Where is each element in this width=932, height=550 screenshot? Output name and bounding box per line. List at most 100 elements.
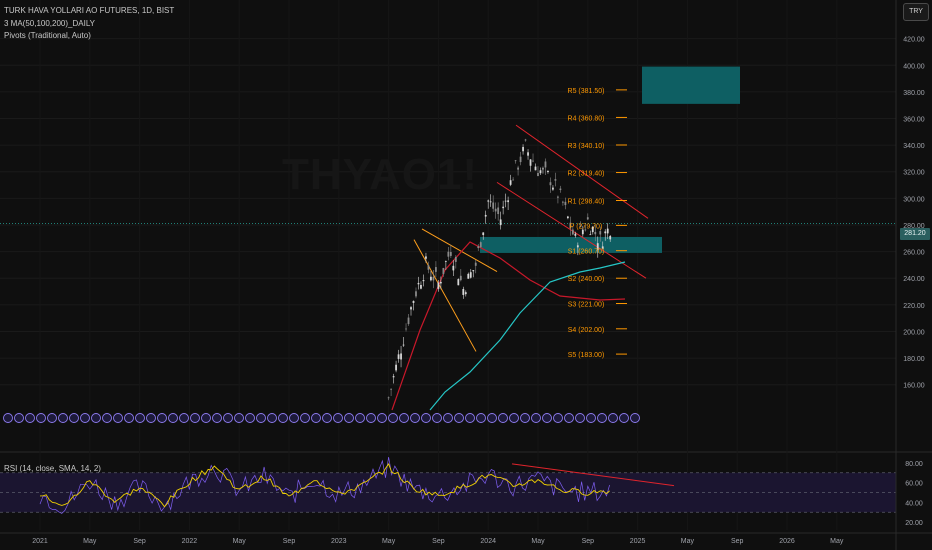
candle-body [519, 156, 522, 163]
event-marker [399, 413, 409, 423]
candle-body [589, 234, 592, 236]
candle-body [449, 252, 452, 256]
y-tick-label: 300.00 [903, 196, 925, 203]
pivot-label: R2 (319.40) [568, 171, 605, 178]
y-tick-label: 180.00 [903, 356, 925, 363]
event-marker [124, 413, 134, 423]
x-tick-label: May [681, 538, 695, 545]
candle-body [412, 300, 415, 303]
y-tick-label: 280.00 [903, 223, 925, 230]
event-marker [113, 413, 123, 423]
x-tick-label: May [233, 538, 247, 545]
event-marker [135, 413, 145, 423]
pivot-label: S3 (221.00) [568, 302, 605, 309]
candle-body [482, 232, 485, 236]
instrument-title: TURK HAVA YOLLARI AO FUTURES, 1D, BIST [4, 6, 175, 15]
candle-body [574, 233, 577, 236]
event-marker [531, 413, 541, 423]
event-marker [201, 413, 211, 423]
candle-body [435, 267, 437, 272]
rsi-line [39, 456, 610, 514]
event-marker [146, 413, 156, 423]
wedge-pattern [413, 228, 498, 352]
candle-body [549, 182, 552, 186]
candle-body [562, 201, 564, 203]
candle-body [579, 225, 582, 228]
event-marker [256, 413, 266, 423]
candle-body [472, 270, 475, 272]
candle-body [502, 206, 505, 209]
event-marker [25, 413, 35, 423]
candle-body [532, 160, 534, 162]
ma-indicator-legend[interactable]: 3 MA(50,100,200)_DAILY [4, 19, 96, 28]
candle-body [559, 188, 562, 191]
price-grid [0, 38, 932, 534]
y-tick-label: 320.00 [903, 170, 925, 177]
candle-body [539, 170, 542, 174]
candle-body [566, 216, 569, 219]
candle-body [402, 344, 405, 346]
candle-body [415, 291, 417, 297]
event-marker [190, 413, 200, 423]
support-zone [480, 236, 662, 253]
event-marker [498, 413, 508, 423]
support-resistance-zones [480, 66, 740, 253]
currency-button[interactable]: TRY [903, 3, 929, 21]
pivots-indicator-legend[interactable]: Pivots (Traditional, Auto) [4, 31, 91, 40]
candle-body [392, 376, 395, 378]
candle-body [609, 235, 612, 240]
candle-body [581, 229, 584, 235]
candle-body [507, 200, 510, 203]
x-tick-label: 2026 [779, 538, 795, 545]
price-axis: 160.00 180.00 200.00 220.00 240.00 260.00 280.… [895, 0, 925, 550]
event-marker [47, 413, 57, 423]
candle-body [405, 328, 407, 330]
candle-body [594, 231, 597, 235]
ma-200-line [429, 261, 626, 411]
event-marker [355, 413, 365, 423]
x-tick-label: May [83, 538, 97, 545]
pivot-label: S5 (183.00) [568, 352, 605, 359]
candle-body [564, 201, 567, 206]
candle-body [596, 243, 599, 250]
event-marker [553, 413, 563, 423]
rsi-tick-label: 40.00 [905, 500, 923, 507]
x-tick-label: Sep [731, 538, 744, 545]
x-tick-label: May [531, 538, 545, 545]
candle-body [552, 187, 554, 190]
candle-body [512, 179, 514, 181]
event-marker [300, 413, 310, 423]
event-marker [487, 413, 497, 423]
candle-body [544, 161, 547, 168]
event-marker [333, 413, 343, 423]
candle-body [479, 242, 482, 248]
event-marker [245, 413, 255, 423]
event-marker [509, 413, 519, 423]
resistance-zone [642, 66, 740, 104]
y-tick-label: 340.00 [903, 143, 925, 150]
moving-averages [391, 241, 626, 411]
event-marker [564, 413, 574, 423]
candle-body [517, 167, 519, 170]
candle-body [499, 219, 502, 226]
candle-body [586, 217, 589, 220]
candle-body [420, 285, 422, 289]
candle-body [430, 276, 432, 281]
y-tick-label: 240.00 [903, 276, 925, 283]
wedge-lower [413, 239, 477, 352]
candle-body [514, 160, 517, 162]
candle-body [522, 146, 524, 152]
candle-body [427, 265, 430, 270]
candle-body [474, 262, 477, 266]
time-axis: 2021 May Sep 2022 May Sep 2023 May Sep 2024 May Sep… [32, 538, 844, 545]
candle-body [524, 139, 527, 141]
rsi-indicator-legend[interactable]: RSI (14, close, SMA, 14, 2) [4, 464, 101, 473]
event-marker [366, 413, 376, 423]
candle-body [497, 207, 500, 215]
dividend-markers [3, 413, 640, 423]
candle-body [601, 246, 604, 249]
y-tick-label: 260.00 [903, 250, 925, 257]
x-tick-label: 2024 [480, 538, 496, 545]
y-tick-label: 400.00 [903, 63, 925, 70]
